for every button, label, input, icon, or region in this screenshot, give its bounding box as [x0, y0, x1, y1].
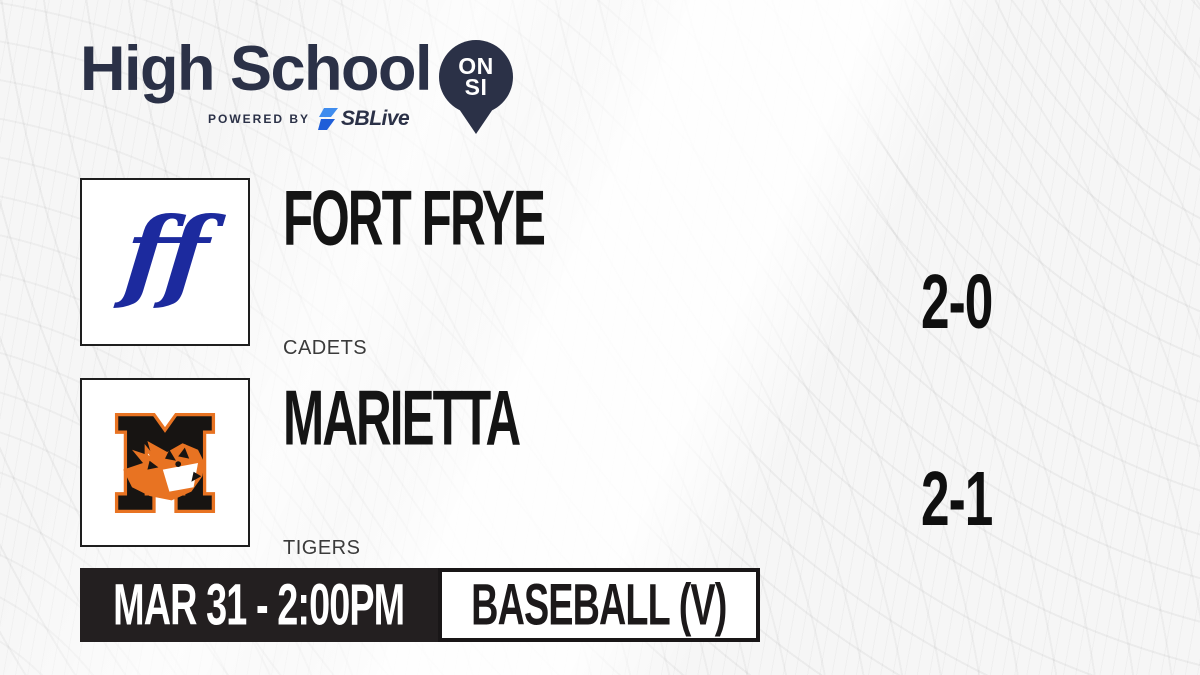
sport-text: BASEBALL (V): [471, 571, 727, 638]
pin-circle: ON SI: [438, 40, 513, 114]
fort-frye-ff-monogram-icon: ff: [118, 195, 214, 313]
team2-logo-box: [80, 378, 250, 547]
team1-logo-box: ff: [80, 178, 250, 346]
sblive-logo: SBLive: [318, 107, 410, 131]
powered-by-row: POWERED BY SBLive: [208, 107, 410, 131]
game-info-bar: MAR 31 - 2:00PM BASEBALL (V): [80, 568, 760, 642]
team2-name: MARIETTA: [283, 375, 521, 463]
team1-mascot: CADETS: [283, 337, 368, 359]
sblive-bolt-icon: [318, 108, 339, 130]
team1-name: FORT FRYE: [283, 175, 546, 263]
pin-text-line1: ON: [458, 52, 494, 79]
team2-record: 2-1: [921, 456, 993, 542]
date-time-box: MAR 31 - 2:00PM: [80, 568, 438, 642]
on-si-pin-icon: ON SI: [438, 40, 513, 134]
sblive-wordmark: SBLive: [341, 107, 410, 130]
sport-box: BASEBALL (V): [438, 568, 760, 642]
powered-by-label: POWERED BY: [208, 112, 311, 126]
pin-text-line2: SI: [464, 74, 488, 100]
brand-title: High School: [80, 34, 432, 104]
brand-header: High School ON SI: [80, 38, 513, 134]
date-time-text: MAR 31 - 2:00PM: [113, 571, 405, 638]
pin-tip: [456, 106, 495, 134]
marietta-tiger-m-monogram-icon: [114, 412, 216, 513]
team2-mascot: TIGERS: [283, 537, 361, 559]
team1-record: 2-0: [921, 259, 993, 345]
